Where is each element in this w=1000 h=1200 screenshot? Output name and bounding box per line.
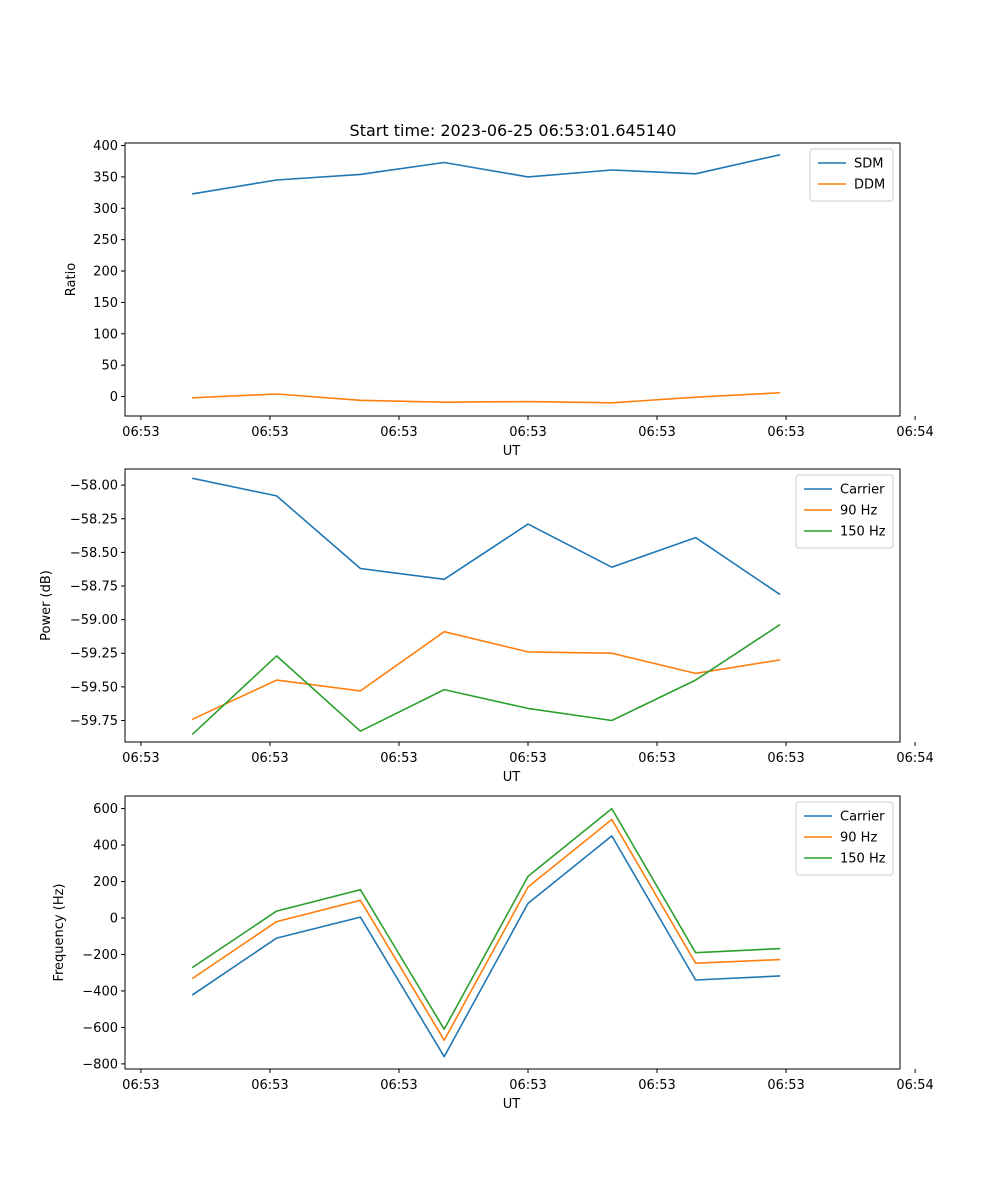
y-tick-label: 200 (93, 265, 118, 280)
y-tick-label: 300 (93, 202, 118, 217)
x-tick-label: 06:54 (896, 751, 933, 766)
y-tick-label: 350 (93, 170, 118, 185)
y-axis-label: Ratio (64, 263, 79, 296)
y-tick-label: −59.75 (70, 714, 118, 729)
plot-frame (124, 468, 901, 743)
x-tick-label: 06:54 (896, 425, 933, 440)
x-tick-label: 06:53 (122, 425, 159, 440)
y-axis-label: Power (dB) (39, 570, 54, 641)
figure-title: Start time: 2023-06-25 06:53:01.645140 (350, 121, 677, 140)
series-line-150-hz (191, 807, 781, 1030)
x-axis-label: UT (503, 444, 521, 459)
y-tick-label: 50 (101, 359, 118, 374)
x-tick-label: 06:53 (251, 1078, 288, 1093)
legend-label: 150 Hz (840, 525, 886, 540)
y-tick-label: −200 (82, 948, 118, 963)
y-tick-label: 200 (93, 875, 118, 890)
x-tick-label: 06:53 (767, 1078, 804, 1093)
legend-box (795, 474, 894, 549)
y-tick-label: −58.50 (70, 546, 118, 561)
y-tick-label: 600 (93, 802, 118, 817)
y-tick-label: −600 (82, 1021, 118, 1036)
y-tick-label: −59.00 (70, 613, 118, 628)
y-tick-label: 400 (93, 139, 118, 154)
y-tick-label: 400 (93, 839, 118, 854)
chart-panel-1: 06:53 06:53 06:53 06:53 06:53 06:53 06:54 0 50 10… (64, 139, 934, 459)
y-tick-label: 250 (93, 233, 118, 248)
x-tick-label: 06:53 (767, 751, 804, 766)
series-line-ddm (192, 391, 781, 404)
y-axis-label: Frequency (Hz) (52, 883, 67, 981)
y-tick-label: −59.25 (70, 647, 118, 662)
x-tick-label: 06:54 (896, 1078, 933, 1093)
y-tick-label: −400 (82, 984, 118, 999)
plot-frame (124, 142, 901, 417)
y-tick-label: −58.25 (70, 512, 118, 527)
legend-label: Carrier (840, 810, 885, 825)
x-tick-label: 06:53 (767, 425, 804, 440)
x-tick-label: 06:53 (122, 751, 159, 766)
x-tick-label: 06:53 (509, 425, 546, 440)
y-tick-label: 0 (110, 390, 118, 405)
series-line-90-hz (191, 818, 781, 1041)
x-axis-label: UT (503, 770, 521, 785)
x-axis-label: UT (503, 1097, 521, 1112)
x-tick-label: 06:53 (122, 1078, 159, 1093)
y-tick-label: −58.00 (70, 479, 118, 494)
y-tick-label: −58.75 (70, 580, 118, 595)
x-tick-label: 06:53 (509, 1078, 546, 1093)
legend-box (795, 801, 894, 876)
legend: Carrier 90 Hz 150 Hz (795, 801, 894, 876)
plot-frame (124, 795, 901, 1070)
x-tick-label: 06:53 (638, 751, 675, 766)
y-tick-label: 150 (93, 296, 118, 311)
legend-label: Carrier (840, 483, 885, 498)
x-tick-label: 06:53 (638, 425, 675, 440)
chart-panel-3: 06:53 06:53 06:53 06:53 06:53 06:53 06:54 600 40… (52, 795, 934, 1112)
x-tick-label: 06:53 (638, 1078, 675, 1093)
legend: SDM DDM (809, 148, 894, 202)
chart-panel-2: 06:53 06:53 06:53 06:53 06:53 06:53 06:54 −58.0… (39, 468, 934, 785)
series-line-carrier (191, 477, 781, 596)
series-line-90-hz (191, 630, 781, 721)
y-tick-label: −800 (82, 1057, 118, 1072)
x-tick-label: 06:53 (380, 425, 417, 440)
series-line-carrier (191, 835, 781, 1058)
x-tick-label: 06:53 (380, 751, 417, 766)
series-line-sdm (191, 153, 781, 195)
legend-label: SDM (854, 157, 883, 172)
legend-label: 90 Hz (840, 831, 877, 846)
legend-box (809, 148, 894, 202)
x-tick-label: 06:53 (380, 1078, 417, 1093)
y-tick-label: 100 (93, 327, 118, 342)
x-tick-label: 06:53 (251, 425, 288, 440)
legend-label: 90 Hz (840, 504, 877, 519)
series-line-150-hz (191, 623, 781, 736)
y-tick-label: 0 (110, 912, 118, 927)
legend-label: DDM (854, 178, 885, 193)
x-tick-label: 06:53 (251, 751, 288, 766)
y-tick-label: −59.50 (70, 680, 118, 695)
legend-label: 150 Hz (840, 852, 886, 867)
x-tick-label: 06:53 (509, 751, 546, 766)
legend: Carrier 90 Hz 150 Hz (795, 474, 894, 549)
